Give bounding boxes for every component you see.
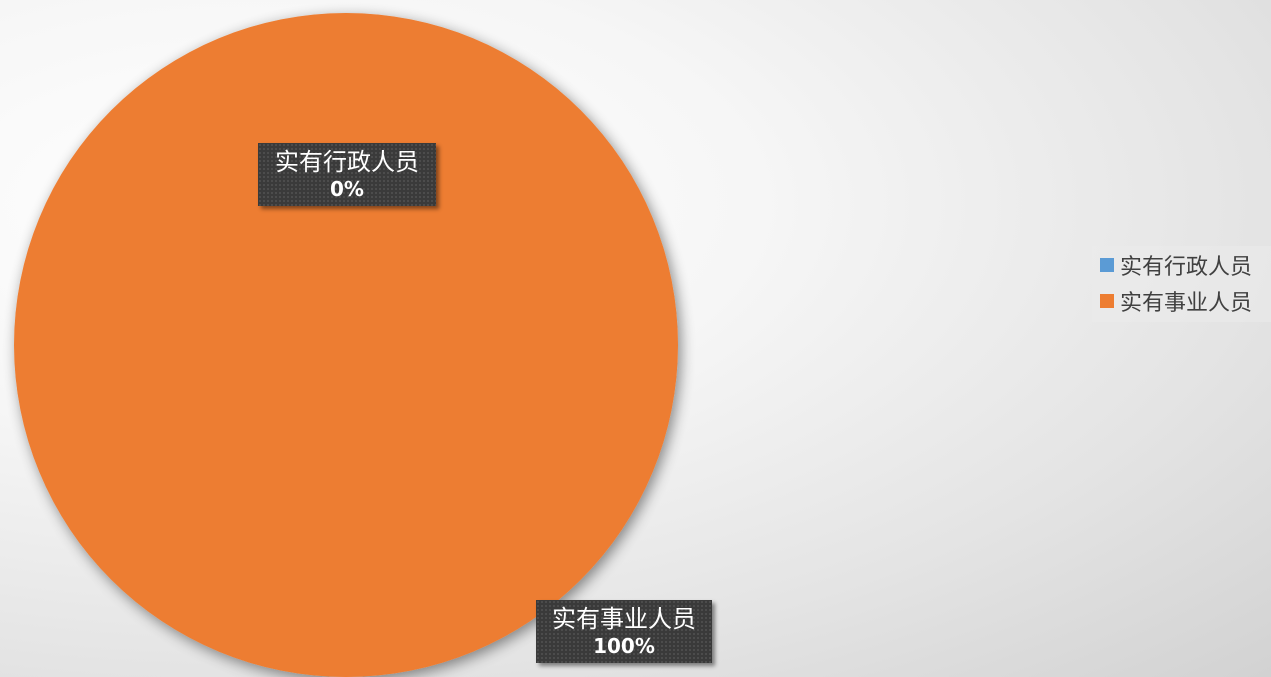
legend-item-admin-staff: 实有行政人员 bbox=[1100, 250, 1252, 280]
legend-text-institution-staff: 实有事业人员 bbox=[1120, 291, 1253, 316]
data-label-institution-staff-name: 实有事业人员 bbox=[552, 605, 696, 633]
legend-swatch-admin-staff bbox=[1100, 258, 1114, 272]
pie-slice-institution-staff bbox=[14, 13, 678, 677]
data-label-admin-staff-name: 实有行政人员 bbox=[275, 148, 419, 176]
data-label-institution-staff-percent: 100% bbox=[593, 634, 655, 658]
legend-text-admin-staff: 实有行政人员 bbox=[1120, 255, 1253, 280]
legend-swatch-institution-staff bbox=[1100, 294, 1114, 308]
data-label-institution-staff: 实有事业人员 100% bbox=[536, 600, 712, 663]
data-label-admin-staff: 实有行政人员 0% bbox=[258, 143, 436, 206]
data-label-admin-staff-percent: 0% bbox=[330, 177, 364, 201]
legend-item-institution-staff: 实有事业人员 bbox=[1100, 286, 1252, 316]
chart-legend: 实有行政人员 实有事业人员 bbox=[1092, 246, 1271, 322]
